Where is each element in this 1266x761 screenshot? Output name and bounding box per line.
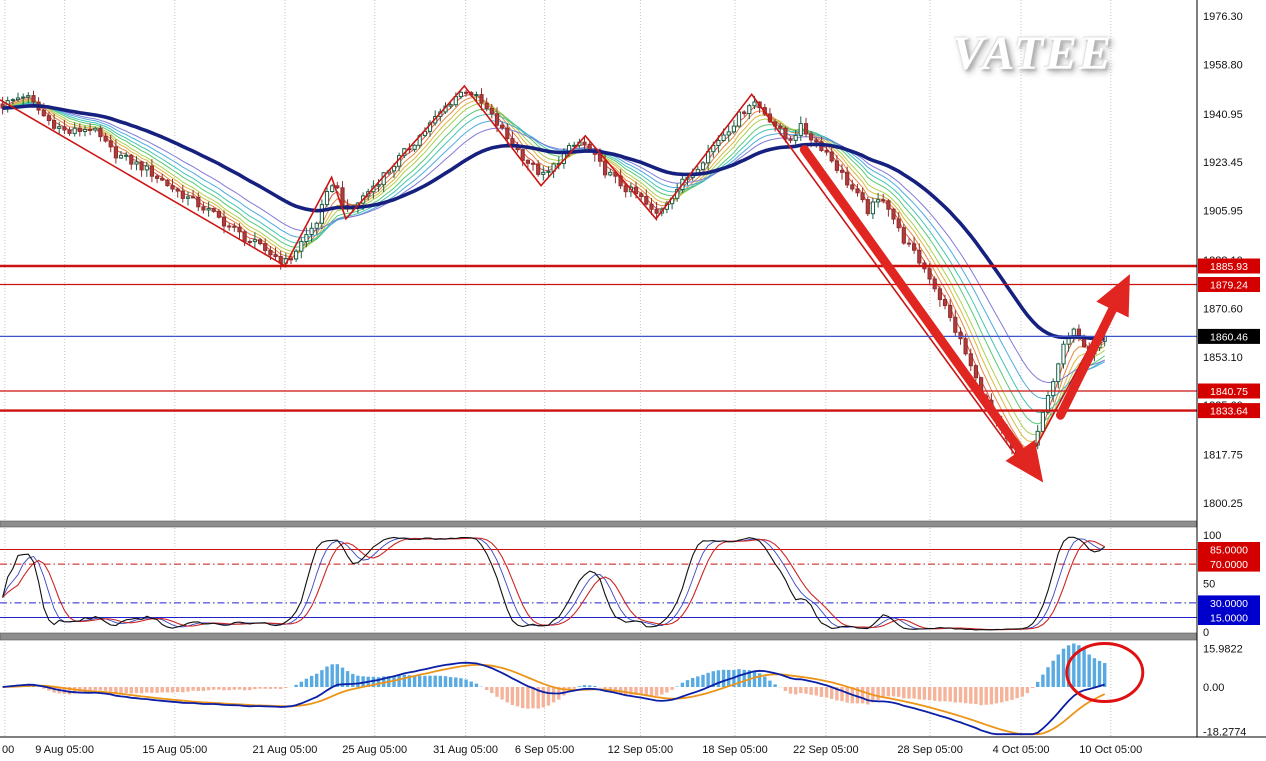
- price-badge: 1885.93: [1198, 258, 1260, 274]
- price-panel: [0, 84, 1107, 470]
- date-label: 31 Aug 05:00: [433, 744, 498, 756]
- svg-text:1885.93: 1885.93: [1210, 261, 1248, 273]
- date-label: 15 Aug 05:00: [142, 744, 207, 756]
- date-label: 12 Sep 05:00: [608, 744, 673, 756]
- stoch-main-line: [2, 536, 1106, 631]
- date-label: 00: [2, 744, 14, 756]
- stoch-axis-label: 50: [1203, 579, 1215, 591]
- ma-ribbon-line: [2, 100, 1105, 436]
- date-label: 6 Sep 05:00: [515, 744, 574, 756]
- price-axis-label: 1905.95: [1203, 206, 1243, 218]
- date-label: 10 Oct 05:00: [1079, 744, 1142, 756]
- ma-ribbon-line: [2, 103, 1105, 400]
- ma-ribbon-line: [2, 103, 1105, 384]
- svg-text:30.0000: 30.0000: [1210, 598, 1248, 610]
- svg-text:15.0000: 15.0000: [1210, 613, 1248, 625]
- svg-text:1860.46: 1860.46: [1210, 331, 1248, 343]
- panel-separator[interactable]: [0, 632, 1266, 641]
- ma-ribbon-line: [2, 101, 1105, 425]
- date-label: 4 Oct 05:00: [993, 744, 1050, 756]
- stoch-signal-line: [2, 537, 1105, 631]
- macd-axis-label: 15.9822: [1203, 643, 1243, 655]
- macd-axis-label: 0.00: [1203, 682, 1224, 694]
- price-axis-label: 1800.25: [1203, 498, 1243, 510]
- date-label: 18 Sep 05:00: [702, 744, 767, 756]
- price-badge: 1833.64: [1198, 403, 1260, 419]
- price-axis[interactable]: [1197, 0, 1266, 761]
- price-badge: 85.0000: [1198, 542, 1260, 557]
- price-badge: 30.0000: [1198, 595, 1260, 611]
- highlight-circle[interactable]: [1065, 642, 1145, 703]
- date-label: 28 Sep 05:00: [897, 744, 962, 756]
- macd-main-line: [2, 661, 1105, 736]
- macd-signal-line: [2, 663, 1106, 736]
- price-axis-label: 1817.75: [1203, 450, 1243, 462]
- svg-text:1840.75: 1840.75: [1210, 386, 1248, 398]
- stochastic-content: [0, 536, 1197, 631]
- price-axis-label: 1958.80: [1203, 59, 1243, 71]
- price-axis-label: 1976.30: [1203, 11, 1243, 23]
- up-trend-arrow[interactable]: [1056, 274, 1130, 420]
- price-axis-label: 1923.45: [1203, 157, 1243, 169]
- price-axis-label: 1870.60: [1203, 303, 1243, 315]
- stoch-axis-label: 100: [1203, 530, 1221, 542]
- price-axis-label: 1853.10: [1203, 352, 1243, 364]
- time-axis[interactable]: [0, 737, 1266, 761]
- svg-text:70.0000: 70.0000: [1210, 559, 1248, 571]
- price-badge: 1860.46: [1198, 328, 1260, 344]
- horizontal-lines: [0, 264, 1197, 412]
- slow-ma-line: [2, 104, 1105, 341]
- date-label: 22 Sep 05:00: [793, 744, 858, 756]
- date-label: 25 Aug 05:00: [342, 744, 407, 756]
- price-badge: 1840.75: [1198, 383, 1260, 399]
- svg-text:1833.64: 1833.64: [1210, 406, 1248, 418]
- svg-text:1879.24: 1879.24: [1210, 280, 1248, 292]
- panel-separator[interactable]: [0, 520, 1266, 528]
- down-trend-arrow[interactable]: [799, 145, 1044, 483]
- macd-content: [2, 643, 1107, 736]
- zigzag-line[interactable]: [0, 84, 1105, 470]
- macd-axis-label: -18.2774: [1203, 726, 1246, 738]
- stoch-axis-label: 0: [1203, 627, 1209, 639]
- date-label: 21 Aug 05:00: [252, 744, 317, 756]
- svg-text:85.0000: 85.0000: [1210, 545, 1248, 557]
- price-badge: 70.0000: [1198, 556, 1260, 572]
- date-label: 9 Aug 05:00: [35, 744, 94, 756]
- price-badge: 15.0000: [1198, 610, 1260, 625]
- price-axis-label: 1940.95: [1203, 109, 1243, 121]
- price-badge: 1879.24: [1198, 277, 1260, 292]
